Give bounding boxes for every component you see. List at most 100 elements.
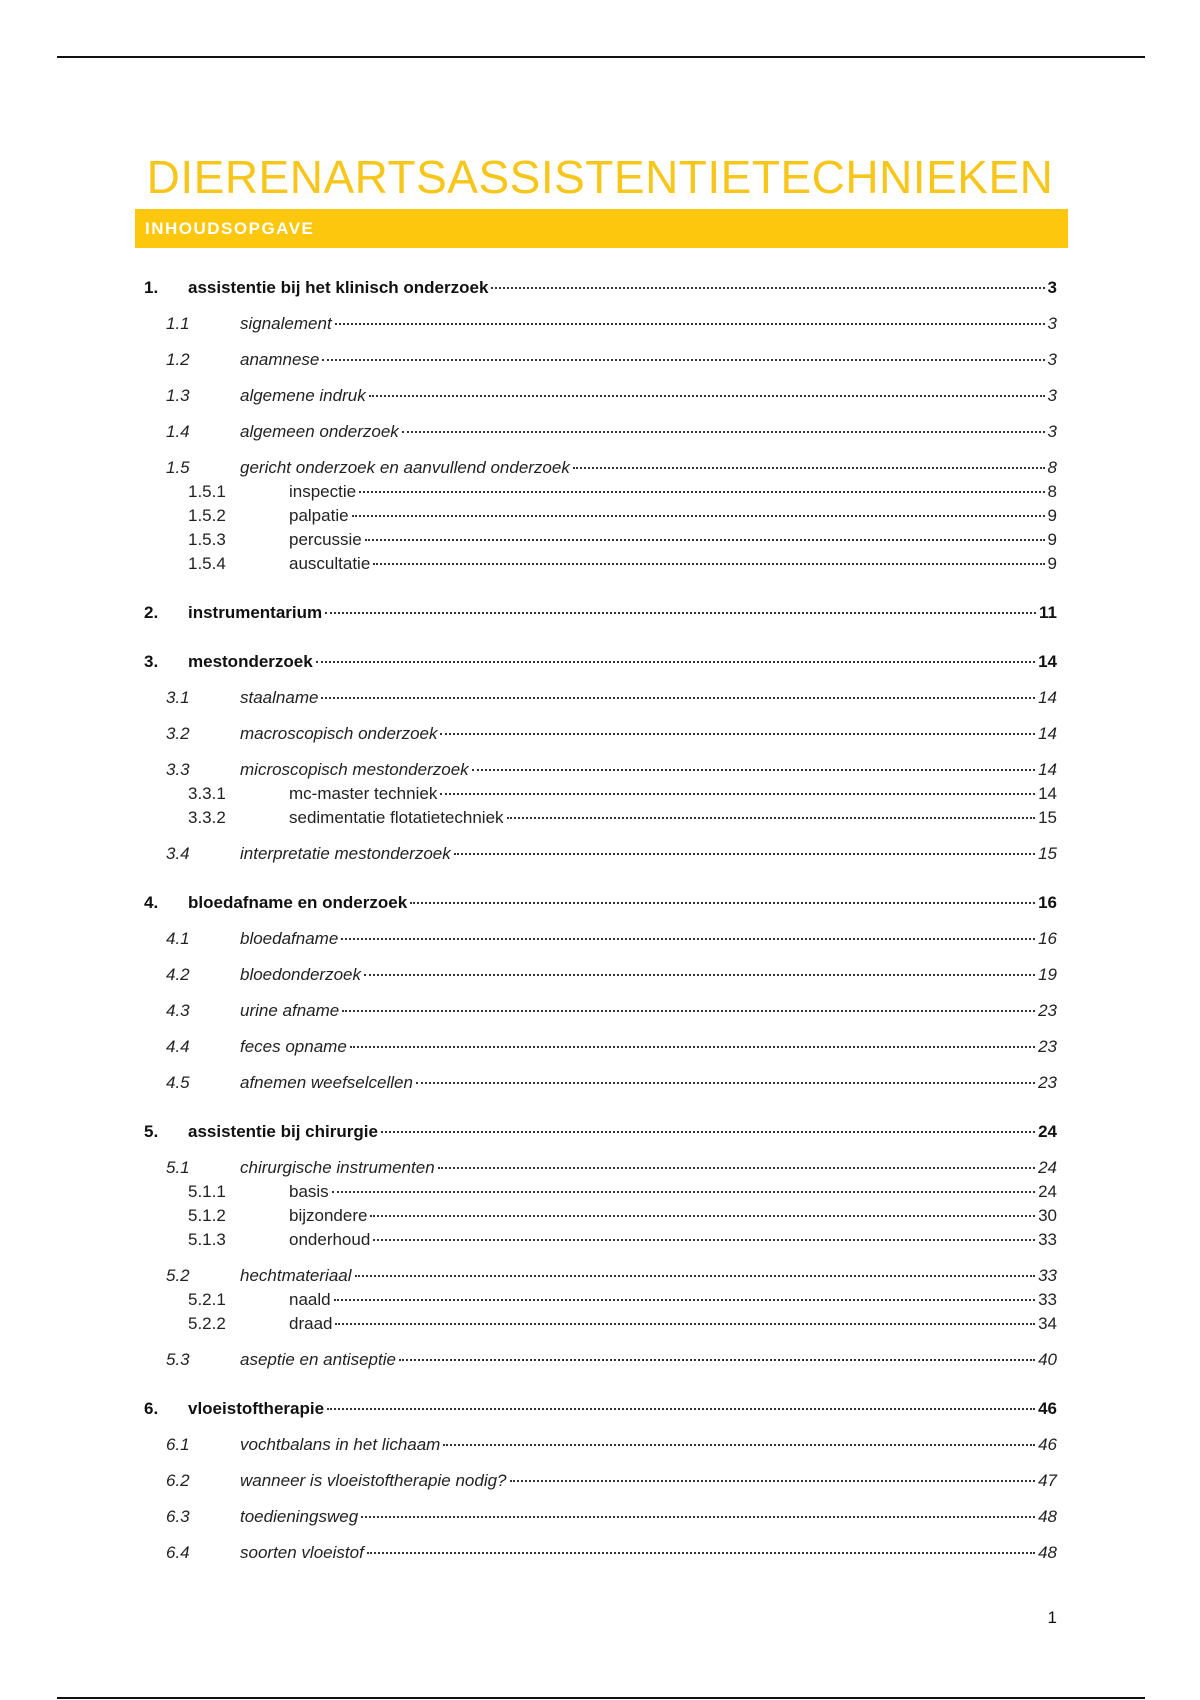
toc-entry-page: 9 xyxy=(1047,554,1057,573)
dot-leader xyxy=(333,1299,1036,1301)
toc-entry[interactable]: 1.5.4 auscultatie 9 xyxy=(188,554,1057,574)
toc-entry[interactable]: 4.1 bloedafname 16 xyxy=(166,929,1057,949)
dot-leader xyxy=(410,902,1036,904)
toc-entry[interactable]: 4. bloedafname en onderzoek 16 xyxy=(144,893,1057,913)
toc-entry[interactable]: 1.4 algemeen onderzoek 3 xyxy=(166,422,1057,442)
toc-entry-page: 24 xyxy=(1038,1182,1057,1201)
toc-entry[interactable]: 3. mestonderzoek 14 xyxy=(144,652,1057,672)
toc-entry[interactable]: 4.4 feces opname 23 xyxy=(166,1037,1057,1057)
dot-leader xyxy=(325,612,1037,614)
toc-entry[interactable]: 1.3 algemene indruk 3 xyxy=(166,386,1057,406)
dot-leader xyxy=(437,1167,1036,1169)
toc-entry[interactable]: 4.5 afnemen weefselcellen 23 xyxy=(166,1073,1057,1093)
toc-entry[interactable]: 6. vloeistoftherapie 46 xyxy=(144,1399,1057,1419)
toc-entry[interactable]: 1.5 gericht onderzoek en aanvullend onder… xyxy=(166,458,1057,478)
dot-leader xyxy=(572,467,1045,469)
toc-entry[interactable]: 5. assistentie bij chirurgie 24 xyxy=(144,1122,1057,1142)
toc-entry-page: 3 xyxy=(1047,350,1057,369)
dot-leader xyxy=(354,1275,1036,1277)
toc-entry[interactable]: 3.4 interpretatie mestonderzoek 15 xyxy=(166,844,1057,864)
toc-entry-page: 3 xyxy=(1047,314,1057,333)
toc-entry[interactable]: 3.3.1 mc-master techniek 14 xyxy=(188,784,1057,804)
toc-entry-page: 40 xyxy=(1038,1350,1057,1369)
toc-entry[interactable]: 3.1 staalname 14 xyxy=(166,688,1057,708)
toc-entry-number: 1.2 xyxy=(166,350,190,369)
toc-entry-label: chirurgische instrumenten xyxy=(240,1158,435,1177)
dot-leader xyxy=(401,431,1045,433)
toc-entry[interactable]: 5.1.3 onderhoud 33 xyxy=(188,1230,1057,1250)
toc-entry-number: 6.2 xyxy=(166,1471,190,1490)
toc-entry[interactable]: 1.5.1 inspectie 8 xyxy=(188,482,1057,502)
toc-entry-label: algemeen onderzoek xyxy=(240,422,399,441)
toc-entry[interactable]: 1.1 signalement 3 xyxy=(166,314,1057,334)
dot-leader xyxy=(331,1191,1036,1193)
toc-entry-number: 3.1 xyxy=(166,688,190,707)
dot-leader xyxy=(440,733,1036,735)
toc-entry[interactable]: 3.2 macroscopisch onderzoek 14 xyxy=(166,724,1057,744)
dot-leader xyxy=(359,491,1045,493)
toc-entry-label: feces opname xyxy=(240,1037,347,1056)
toc-entry[interactable]: 6.2 wanneer is vloeistoftherapie nodig? 47 xyxy=(166,1471,1057,1491)
toc-entry[interactable]: 5.1 chirurgische instrumenten 24 xyxy=(166,1158,1057,1178)
toc-entry-number: 3.3 xyxy=(166,760,190,779)
dot-leader xyxy=(506,817,1036,819)
dot-leader xyxy=(491,287,1045,289)
toc-entry-label: instrumentarium xyxy=(188,603,323,622)
toc-entry-label: vochtbalans in het lichaam xyxy=(240,1435,441,1454)
toc-entry-label: interpretatie mestonderzoek xyxy=(240,844,451,863)
toc-entry-label: staalname xyxy=(240,688,319,707)
toc-entry[interactable]: 4.3 urine afname 23 xyxy=(166,1001,1057,1021)
toc-entry[interactable]: 5.2 hechtmateriaal 33 xyxy=(166,1266,1057,1286)
toc-entry-number: 2. xyxy=(144,603,159,622)
toc-entry-number: 4.1 xyxy=(166,929,190,948)
toc-entry[interactable]: 1. assistentie bij het klinisch onderzoek… xyxy=(144,278,1057,298)
toc-entry-page: 48 xyxy=(1038,1507,1057,1526)
toc-entry[interactable]: 5.2.2 draad 34 xyxy=(188,1314,1057,1334)
toc-entry-label: signalement xyxy=(240,314,332,333)
toc-entry-label: bloedafname en onderzoek xyxy=(188,893,408,912)
dot-leader xyxy=(366,1552,1036,1554)
toc-entry-page: 11 xyxy=(1039,603,1057,622)
toc-entry[interactable]: 1.5.2 palpatie 9 xyxy=(188,506,1057,526)
toc-entry[interactable]: 6.4 soorten vloeistof 48 xyxy=(166,1543,1057,1563)
toc-entry-label: sedimentatie flotatietechniek xyxy=(289,808,504,827)
dot-leader xyxy=(440,793,1036,795)
toc-entry-label: microscopisch mestonderzoek xyxy=(240,760,469,779)
toc-entry[interactable]: 1.2 anamnese 3 xyxy=(166,350,1057,370)
toc-entry[interactable]: 6.3 toedieningsweg 48 xyxy=(166,1507,1057,1527)
toc-entry-page: 14 xyxy=(1038,760,1057,779)
toc-entry[interactable]: 6.1 vochtbalans in het lichaam 46 xyxy=(166,1435,1057,1455)
toc-entry-page: 24 xyxy=(1038,1122,1057,1141)
toc-entry-page: 9 xyxy=(1047,506,1057,525)
dot-leader xyxy=(315,661,1036,663)
toc-entry-page: 46 xyxy=(1038,1399,1057,1418)
toc-entry-page: 19 xyxy=(1038,965,1057,984)
toc-entry-label: auscultatie xyxy=(289,554,371,573)
toc-entry[interactable]: 5.3 aseptie en antiseptie 40 xyxy=(166,1350,1057,1370)
toc-entry[interactable]: 5.1.2 bijzondere 30 xyxy=(188,1206,1057,1226)
toc-entry[interactable]: 4.2 bloedonderzoek 19 xyxy=(166,965,1057,985)
toc-entry-number: 5.1.2 xyxy=(188,1206,226,1225)
toc-entry-page: 33 xyxy=(1038,1290,1057,1309)
toc-entry[interactable]: 2. instrumentarium 11 xyxy=(144,603,1057,623)
toc-entry-label: draad xyxy=(289,1314,333,1333)
toc-entry[interactable]: 3.3.2 sedimentatie flotatietechniek 15 xyxy=(188,808,1057,828)
toc-entry[interactable]: 3.3 microscopisch mestonderzoek 14 xyxy=(166,760,1057,780)
toc-entry-number: 1.5 xyxy=(166,458,190,477)
toc-entry[interactable]: 5.2.1 naald 33 xyxy=(188,1290,1057,1310)
document-title: DIERENARTSASSISTENTIETECHNIEKEN xyxy=(146,151,1054,203)
toc-entry-number: 1.3 xyxy=(166,386,190,405)
toc-entry-label: hechtmateriaal xyxy=(240,1266,352,1285)
toc-entry-page: 47 xyxy=(1038,1471,1057,1490)
dot-leader xyxy=(327,1408,1036,1410)
toc-entry-label: wanneer is vloeistoftherapie nodig? xyxy=(240,1471,507,1490)
toc-entry[interactable]: 5.1.1 basis 24 xyxy=(188,1182,1057,1202)
toc-entry[interactable]: 1.5.3 percussie 9 xyxy=(188,530,1057,550)
dot-leader xyxy=(509,1480,1036,1482)
toc-entry-number: 1. xyxy=(144,278,159,297)
toc-entry-page: 14 xyxy=(1038,688,1057,707)
dot-leader xyxy=(370,1215,1036,1217)
toc-entry-number: 3.3.1 xyxy=(188,784,226,803)
toc-entry-number: 5.2 xyxy=(166,1266,190,1285)
toc-entry-number: 6. xyxy=(144,1399,159,1418)
